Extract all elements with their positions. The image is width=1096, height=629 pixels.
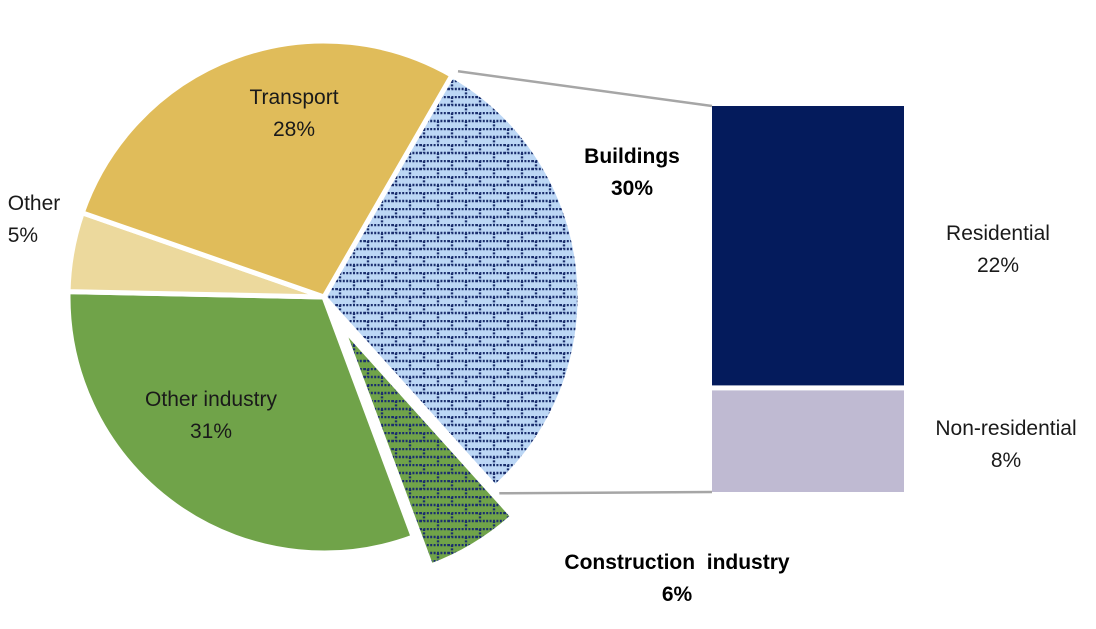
pie-slice-other-industry: [65, 289, 416, 556]
slice-label-other: Other 5%: [7, 192, 61, 247]
bar-label-non-residential: Non-residential 8%: [935, 417, 1077, 472]
pie-slice-construction-industry: [339, 323, 516, 569]
slice-label-other-industry: Other industry 31%: [145, 388, 277, 443]
slice-label-construction-industry: Construction industry 6%: [564, 551, 790, 606]
bar-segment-residential: [712, 106, 904, 386]
bar-segment-non-residential: [712, 390, 904, 492]
slice-label-buildings: Buildings 30%: [584, 145, 680, 200]
breakdown-bar: [712, 106, 904, 492]
connector-line-bottom: [499, 490, 713, 495]
bar-label-residential: Residential 22%: [946, 222, 1050, 277]
pie-slice-transport: [79, 38, 455, 300]
connector-lines: [457, 70, 713, 495]
slice-label-transport: Transport 28%: [249, 86, 339, 141]
pie-slice-buildings: [321, 72, 583, 490]
connector-line-top: [457, 70, 713, 108]
pie: [65, 38, 583, 569]
